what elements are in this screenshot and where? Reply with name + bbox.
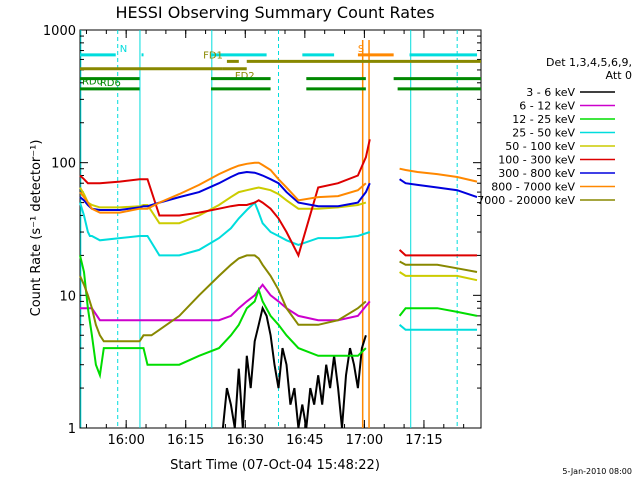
y-tick-label: 1 [68,422,76,437]
legend-label-4: 50 - 100 keV [505,140,575,153]
legend-header-1: Det 1,3,4,5,6,9, [546,56,632,69]
series-line-0 [221,305,367,429]
series-line-4 [79,186,367,225]
series-line-2 [79,255,367,380]
annotation-label-rd0: RD0 [82,77,103,88]
x-tick-label: 17:00 [346,433,383,448]
x-tick-label: 17:15 [405,433,442,448]
footer-date: 5-Jan-2010 08:00 [562,467,632,476]
legend-header-2: Att 0 [606,69,632,82]
legend-label-2: 12 - 25 keV [512,113,575,126]
x-tick-label: 16:45 [286,433,323,448]
y-axis-label: Count Rate (s⁻¹ detector⁻¹) [29,140,44,317]
series-line-7 [79,161,367,214]
legend-label-7: 800 - 7000 keV [491,181,575,194]
series-line-6 [79,170,371,211]
x-tick-label: 16:00 [107,433,144,448]
legend-label-0: 3 - 6 keV [526,86,575,99]
plot-area: 1 10 100 1000 16:00 16:15 16:30 16:45 17:00 17:15… [43,24,482,448]
y-tick-label: 1000 [43,24,76,39]
annotation-label-rd6: RD6 [100,78,121,89]
y-tick-label: 10 [59,289,76,304]
series-line-after-gap-2 [398,307,478,317]
annotation-label-fd1: FD1 [203,50,223,61]
legend-label-8: 7000 - 20000 keV [477,194,575,207]
series-line-3 [79,200,371,257]
x-tick-label: 16:15 [167,433,204,448]
legend-label-6: 300 - 800 keV [498,167,575,180]
chart-title: HESSI Observing Summary Count Rates [115,3,434,22]
series-line-after-gap-4 [399,271,478,282]
series-line-after-gap-7 [399,167,478,183]
series-line-8 [79,254,367,343]
series-line-after-gap-8 [399,260,478,273]
legend-label-3: 25 - 50 keV [512,127,575,140]
annotation-label-s: S [358,44,364,55]
annotation-label-fd2: FD2 [235,71,255,82]
legend-label-1: 6 - 12 keV [519,100,575,113]
x-tick-label: 16:30 [227,433,264,448]
plot-frame [79,29,482,429]
annotation-label-n: N [120,44,127,55]
series-line-after-gap-3 [398,324,477,331]
series-line-5 [79,139,371,259]
series-line-after-gap-5 [398,249,477,257]
legend-label-5: 100 - 300 keV [498,154,575,167]
x-axis-label: Start Time (07-Oct-04 15:48:22) [170,458,380,473]
series-line-1 [80,283,371,322]
series-line-after-gap-6 [399,178,478,199]
y-tick-label: 100 [51,157,76,172]
